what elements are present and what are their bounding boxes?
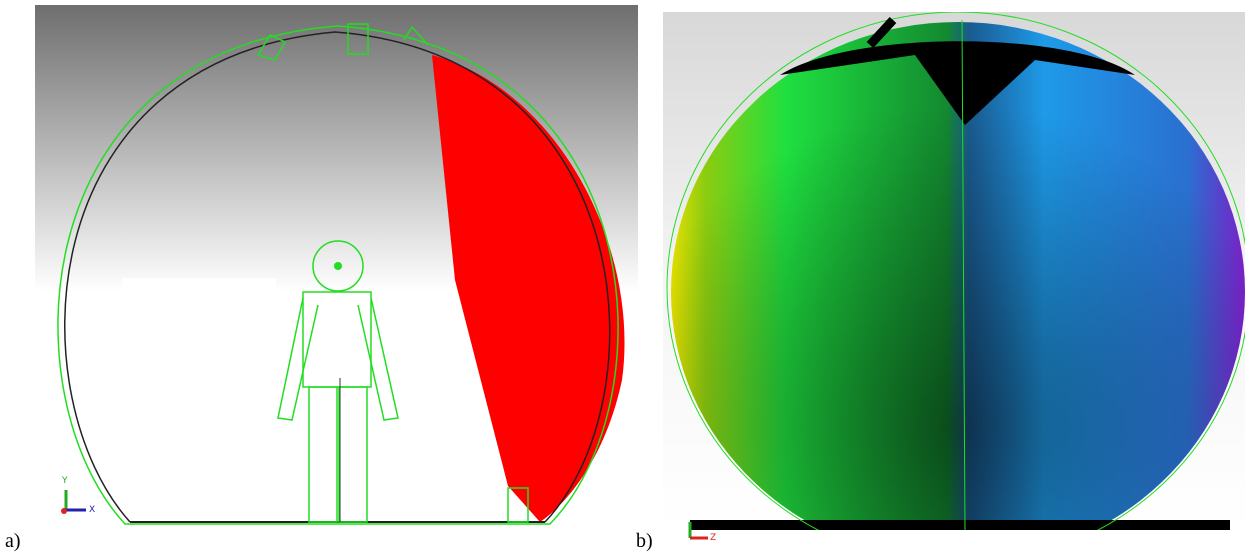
panel-label: a) bbox=[5, 530, 21, 552]
panel-b: Z bbox=[663, 12, 1248, 554]
axis-label: Y bbox=[61, 476, 68, 486]
figure: Y X a) Z b) bbox=[0, 0, 1248, 554]
uncovered-bottom bbox=[690, 520, 1230, 532]
panel-a: Y X bbox=[35, 5, 638, 527]
blank-patch bbox=[122, 278, 276, 398]
panel-label: b) bbox=[636, 530, 653, 552]
axis-label: X bbox=[89, 505, 95, 515]
axis-label: Z bbox=[710, 533, 716, 543]
page: {"panels": [ {"label": "a)", "axes": {"y… bbox=[0, 0, 1248, 554]
sensor-point bbox=[334, 262, 342, 270]
